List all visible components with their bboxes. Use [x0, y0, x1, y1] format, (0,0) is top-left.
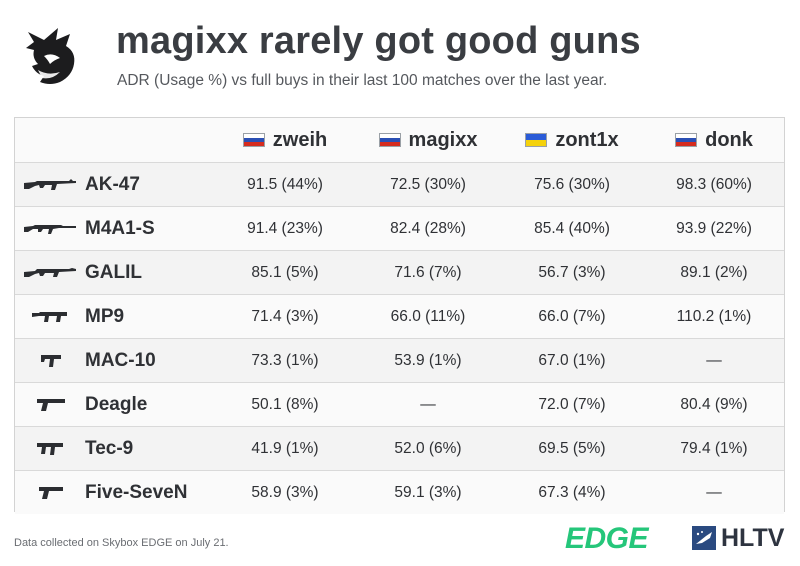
stat-cell: 71.6 (7%): [394, 264, 462, 281]
stat-cell: 59.1 (3%): [394, 484, 462, 501]
table-row-m4a1s: M4A1-S 91.4 (23%) 82.4 (28%) 85.4 (40%) …: [15, 206, 784, 250]
weapon-stats-table: zweih magixx zont1x donk AK-47 91.5 (44%…: [14, 117, 785, 514]
weapon-name: MAC-10: [85, 350, 156, 371]
stat-cell: 93.9 (22%): [676, 220, 752, 237]
player-name: zweih: [272, 128, 328, 151]
table-row-fiveseven: Five-SeveN 58.9 (3%) 59.1 (3%) 67.3 (4%)…: [15, 470, 784, 514]
russia-flag-icon: [242, 133, 265, 147]
russia-flag-icon: [675, 133, 698, 147]
stat-cell: 80.4 (9%): [680, 396, 748, 413]
player-name: magixx: [408, 128, 478, 151]
hltv-logo: HLTV: [721, 524, 785, 552]
stat-cell: 75.6 (30%): [534, 176, 610, 193]
stat-cell: 98.3 (60%): [676, 176, 752, 193]
russia-flag-icon: [378, 133, 401, 147]
table-row-mp9: MP9 71.4 (3%) 66.0 (11%) 66.0 (7%) 110.2…: [15, 294, 784, 338]
player-name: zont1x: [555, 128, 619, 151]
weapon-name: AK-47: [85, 174, 140, 195]
stat-cell: 89.1 (2%): [680, 264, 748, 281]
weapon-name: Five-SeveN: [85, 482, 188, 503]
stat-cell: 53.9 (1%): [394, 352, 462, 369]
stat-cell: 91.4 (23%): [247, 220, 323, 237]
table-row-tec9: Tec-9 41.9 (1%) 52.0 (6%) 69.5 (5%) 79.4…: [15, 426, 784, 470]
stat-cell: 71.4 (3%): [251, 308, 319, 325]
stat-cell: 82.4 (28%): [390, 220, 466, 237]
stat-cell: 85.4 (40%): [534, 220, 610, 237]
weapon-name: Deagle: [85, 394, 148, 415]
m4a1s-icon: [24, 225, 76, 234]
hltv-logo-icon: [692, 526, 716, 550]
mp9-icon: [32, 312, 67, 322]
weapon-name: GALIL: [85, 262, 142, 283]
edge-logo: EDGE: [565, 522, 649, 555]
stat-cell: —: [706, 352, 722, 369]
table-row-galil: GALIL 85.1 (5%) 71.6 (7%) 56.7 (3%) 89.1…: [15, 250, 784, 294]
stat-cell: 66.0 (11%): [390, 308, 466, 325]
stat-cell: 91.5 (44%): [247, 176, 323, 193]
page-subtitle: ADR (Usage %) vs full buys in their last…: [117, 72, 608, 89]
ukraine-flag-icon: [525, 133, 548, 147]
stat-cell: 72.5 (30%): [390, 176, 466, 193]
stat-cell: 52.0 (6%): [394, 440, 462, 457]
galil-icon: [24, 268, 76, 277]
deagle-icon: [37, 399, 65, 411]
stat-cell: 50.1 (8%): [251, 396, 319, 413]
player-header-zweih: zweih: [215, 126, 355, 154]
stat-cell: 73.3 (1%): [251, 352, 319, 369]
player-header-donk: donk: [644, 126, 784, 154]
stat-cell: 67.3 (4%): [538, 484, 606, 501]
player-header-magixx: magixx: [358, 126, 498, 154]
page-title: magixx rarely got good guns: [116, 20, 641, 62]
stat-cell: 56.7 (3%): [538, 264, 606, 281]
weapon-name: M4A1-S: [85, 218, 155, 239]
stat-cell: —: [420, 396, 436, 413]
table-row-mac10: MAC-10 73.3 (1%) 53.9 (1%) 67.0 (1%) —: [15, 338, 784, 382]
team-logo: [26, 28, 75, 84]
weapon-name: MP9: [85, 306, 125, 327]
footer-note: Data collected on Skybox EDGE on July 21…: [14, 537, 229, 549]
mac10-icon: [41, 355, 61, 367]
stat-cell: 58.9 (3%): [251, 484, 319, 501]
stat-cell: 79.4 (1%): [680, 440, 748, 457]
stat-cell: 72.0 (7%): [538, 396, 606, 413]
stat-cell: 69.5 (5%): [538, 440, 606, 457]
ak47-icon: [24, 179, 76, 190]
player-header-zont1x: zont1x: [502, 126, 642, 154]
stat-cell: 41.9 (1%): [251, 440, 319, 457]
player-name: donk: [705, 128, 753, 151]
fiveseven-icon: [39, 487, 63, 499]
stat-cell: 66.0 (7%): [538, 308, 606, 325]
tec9-icon: [37, 443, 63, 455]
stat-cell: 110.2 (1%): [676, 308, 752, 325]
table-header: zweih magixx zont1x donk: [15, 118, 784, 162]
stat-cell: —: [706, 484, 722, 501]
stat-cell: 85.1 (5%): [251, 264, 319, 281]
table-row-ak47: AK-47 91.5 (44%) 72.5 (30%) 75.6 (30%) 9…: [15, 162, 784, 206]
weapon-name: Tec-9: [85, 438, 134, 459]
stat-cell: 67.0 (1%): [538, 352, 606, 369]
table-row-deagle: Deagle 50.1 (8%) — 72.0 (7%) 80.4 (9%): [15, 382, 784, 426]
